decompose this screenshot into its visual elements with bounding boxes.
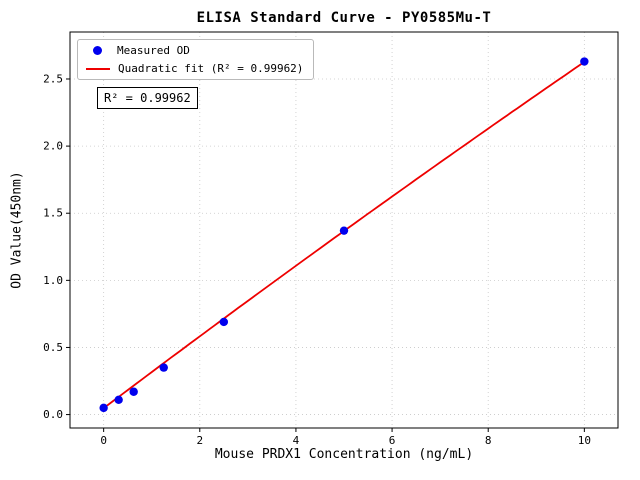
data-point (99, 403, 108, 413)
chart-title: ELISA Standard Curve - PY0585Mu-T (196, 10, 492, 26)
legend: Measured OD Quadratic fit (R² = 0.99962) (77, 39, 315, 80)
x-tick-label: 6 (389, 434, 396, 447)
data-point (339, 226, 349, 235)
axes-border (69, 31, 619, 429)
data-point (114, 395, 123, 405)
y-tick-label: 0.5 (43, 341, 63, 354)
x-axis-label: Mouse PRDX1 Concentration (ng/mL) (214, 447, 474, 462)
x-tick-label: 8 (485, 434, 492, 447)
y-axis-label: OD Value(450nm) (9, 171, 25, 289)
x-tick-label: 4 (293, 434, 300, 447)
quadratic-fit-line-icon (86, 67, 110, 70)
legend-entry-measured-od: Measured OD (86, 45, 303, 56)
y-tick-label: 2.0 (43, 140, 63, 153)
r-squared-annotation: R² = 0.99962 (97, 87, 198, 109)
data-point (129, 387, 138, 396)
data-point (580, 57, 589, 66)
legend-entry-quadratic-fit: Quadratic fit (R² = 0.99962) (86, 63, 303, 74)
y-tick-label: 2.5 (43, 72, 63, 85)
y-tick-label: 1.5 (43, 207, 63, 220)
data-point (159, 363, 168, 372)
data-point (219, 317, 229, 327)
legend-label-quadratic-fit: Quadratic fit (R² = 0.99962) (118, 62, 304, 75)
measured-od-marker-icon (93, 46, 102, 55)
x-tick-label: 2 (196, 434, 203, 447)
x-tick-label: 0 (100, 434, 107, 447)
fit-line (103, 61, 585, 409)
y-tick-label: 1.0 (43, 274, 63, 287)
legend-label-measured-od: Measured OD (117, 44, 190, 57)
x-tick-label: 10 (578, 434, 591, 447)
y-tick-label: 0.0 (43, 408, 63, 421)
